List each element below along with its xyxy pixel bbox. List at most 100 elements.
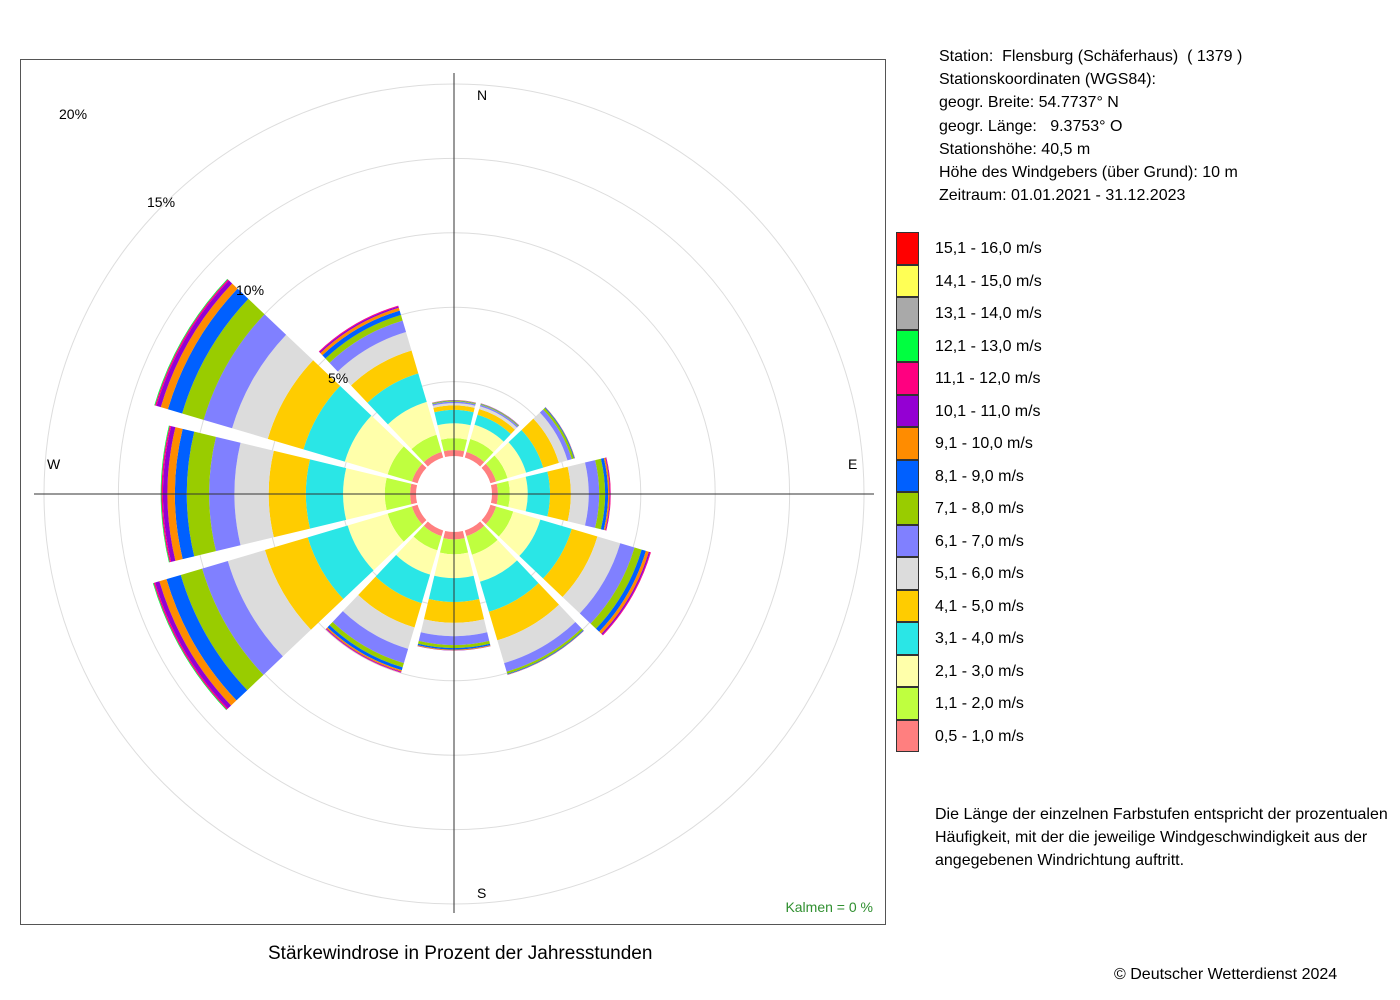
segment-270-class-9 [167,427,183,561]
wind-rose-chart: N E S W 5% 10% 15% 20% [34,73,874,913]
segment-330-class-0 [423,451,444,467]
legend-label: 13,1 - 14,0 m/s [935,305,1042,322]
segment-30-class-0 [464,451,485,467]
legend-label: 9,1 - 10,0 m/s [935,435,1033,452]
segment-150-class-4 [488,583,560,641]
segment-120-class-1 [485,506,514,537]
legend-swatch [896,622,919,655]
segment-330-class-1 [411,434,442,463]
ring-label-layer: 5% 10% 15% 20% [59,106,348,386]
segment-90-class-9 [603,457,610,531]
latitude-line: geogr. Breite: 54.7737° N [939,94,1119,112]
segment-300-class-7 [182,298,265,420]
segment-210-class-0 [423,521,444,537]
segment-60-class-4 [521,418,559,468]
segment-60-class-5 [533,412,568,463]
legend-swatch [896,459,919,492]
compass-east-label: E [848,456,857,472]
segment-210-class-3 [375,555,431,604]
sector-300 [154,278,427,484]
station-info: Station: Flensburg (Schäferhaus) ( 1379 … [939,45,1242,207]
sensor-height-line: Höhe des Windgebers (über Grund): 10 m [939,164,1238,182]
legend-label: 10,1 - 11,0 m/s [935,402,1041,420]
calm-note: Kalmen = 0 % [785,899,873,915]
segment-180-class-8 [417,643,491,650]
segment-30-class-5 [479,406,518,430]
segment-120-class-5 [562,536,621,614]
segment-120-class-6 [579,543,635,624]
sector-60 [481,407,576,484]
segment-300-class-0 [411,463,427,484]
axis-layer: N E S W [34,73,874,913]
segment-240-class-6 [202,561,283,675]
segment-180-class-7 [418,640,490,649]
segment-60-class-0 [481,463,497,484]
ring-label-5: 5% [328,370,348,386]
segment-60-class-7 [543,407,574,460]
segment-240-class-3 [307,525,374,600]
segment-60-class-1 [485,455,508,482]
segment-120-class-2 [498,511,541,557]
segment-300-class-8 [167,288,249,414]
segment-210-class-5 [342,594,415,649]
segment-30-class-4 [477,409,515,435]
segment-330-class-6 [329,320,407,372]
segment-150-class-3 [480,560,539,612]
segment-180-class-10 [417,645,491,651]
segment-210-class-6 [332,611,409,664]
segment-300-class-6 [203,314,287,429]
segment-210-class-8 [327,625,403,671]
segment-240-class-2 [347,513,404,571]
segment-0-class-9 [432,400,476,404]
legend-label: 14,1 - 15,0 m/s [935,272,1042,290]
segment-150-class-2 [471,539,518,582]
segment-330-class-4 [351,350,419,403]
segment-120-class-3 [519,519,572,579]
segment-180-class-9 [417,645,491,651]
ring-label-10: 10% [236,282,264,298]
segment-0-class-6 [432,401,476,406]
segment-120-class-0 [481,504,497,525]
legend-swatch [896,362,919,395]
segment-150-class-5 [497,604,576,664]
segment-210-class-7 [329,621,404,668]
segment-330-class-5 [337,332,412,386]
compass-north-label: N [477,87,487,103]
legend-swatch [896,264,919,297]
legend-swatch [896,719,919,752]
segment-300-class-2 [344,415,404,475]
explanation-text: Die Länge der einzelnen Farbstufen entsp… [935,806,1388,870]
segment-240-class-4 [264,537,344,630]
segment-300-class-10 [156,280,233,408]
segment-300-class-3 [303,385,372,462]
segment-60-class-3 [508,429,544,473]
segment-30-class-2 [470,424,504,453]
segment-270-class-10 [163,426,176,562]
legend-label: 0,5 - 1,0 m/s [935,727,1024,745]
station-coordinates-line: Stationskoordinaten (WGS84): [939,71,1156,89]
segment-150-class-0 [464,521,485,537]
sector-240 [152,504,427,711]
legend-swatch [896,329,919,362]
segment-240-class-10 [155,581,232,709]
legend-swatch [896,687,919,720]
legend-swatch [896,232,919,265]
sector-210 [325,521,444,673]
copyright-text: © Deutscher Wetterdienst 2024 [1114,966,1338,983]
segment-60-class-2 [494,442,527,479]
segment-240-class-0 [411,504,427,525]
legend-swatch [896,492,919,525]
segment-150-class-7 [506,628,584,674]
segment-240-class-9 [159,579,237,706]
chart-title: Stärkewindrose in Prozent der Jahresstun… [268,943,653,964]
sector-150 [464,521,584,675]
segment-330-class-8 [322,310,401,359]
segment-0-class-8 [432,400,476,404]
segment-150-class-6 [504,621,582,672]
segment-90-class-11 [605,457,611,531]
legend-label: 12,1 - 13,0 m/s [935,337,1042,355]
segment-240-class-1 [387,506,423,542]
legend-label: 4,1 - 5,0 m/s [935,597,1024,615]
segment-30-class-6 [480,404,519,428]
legend-label: 3,1 - 4,0 m/s [935,630,1024,647]
